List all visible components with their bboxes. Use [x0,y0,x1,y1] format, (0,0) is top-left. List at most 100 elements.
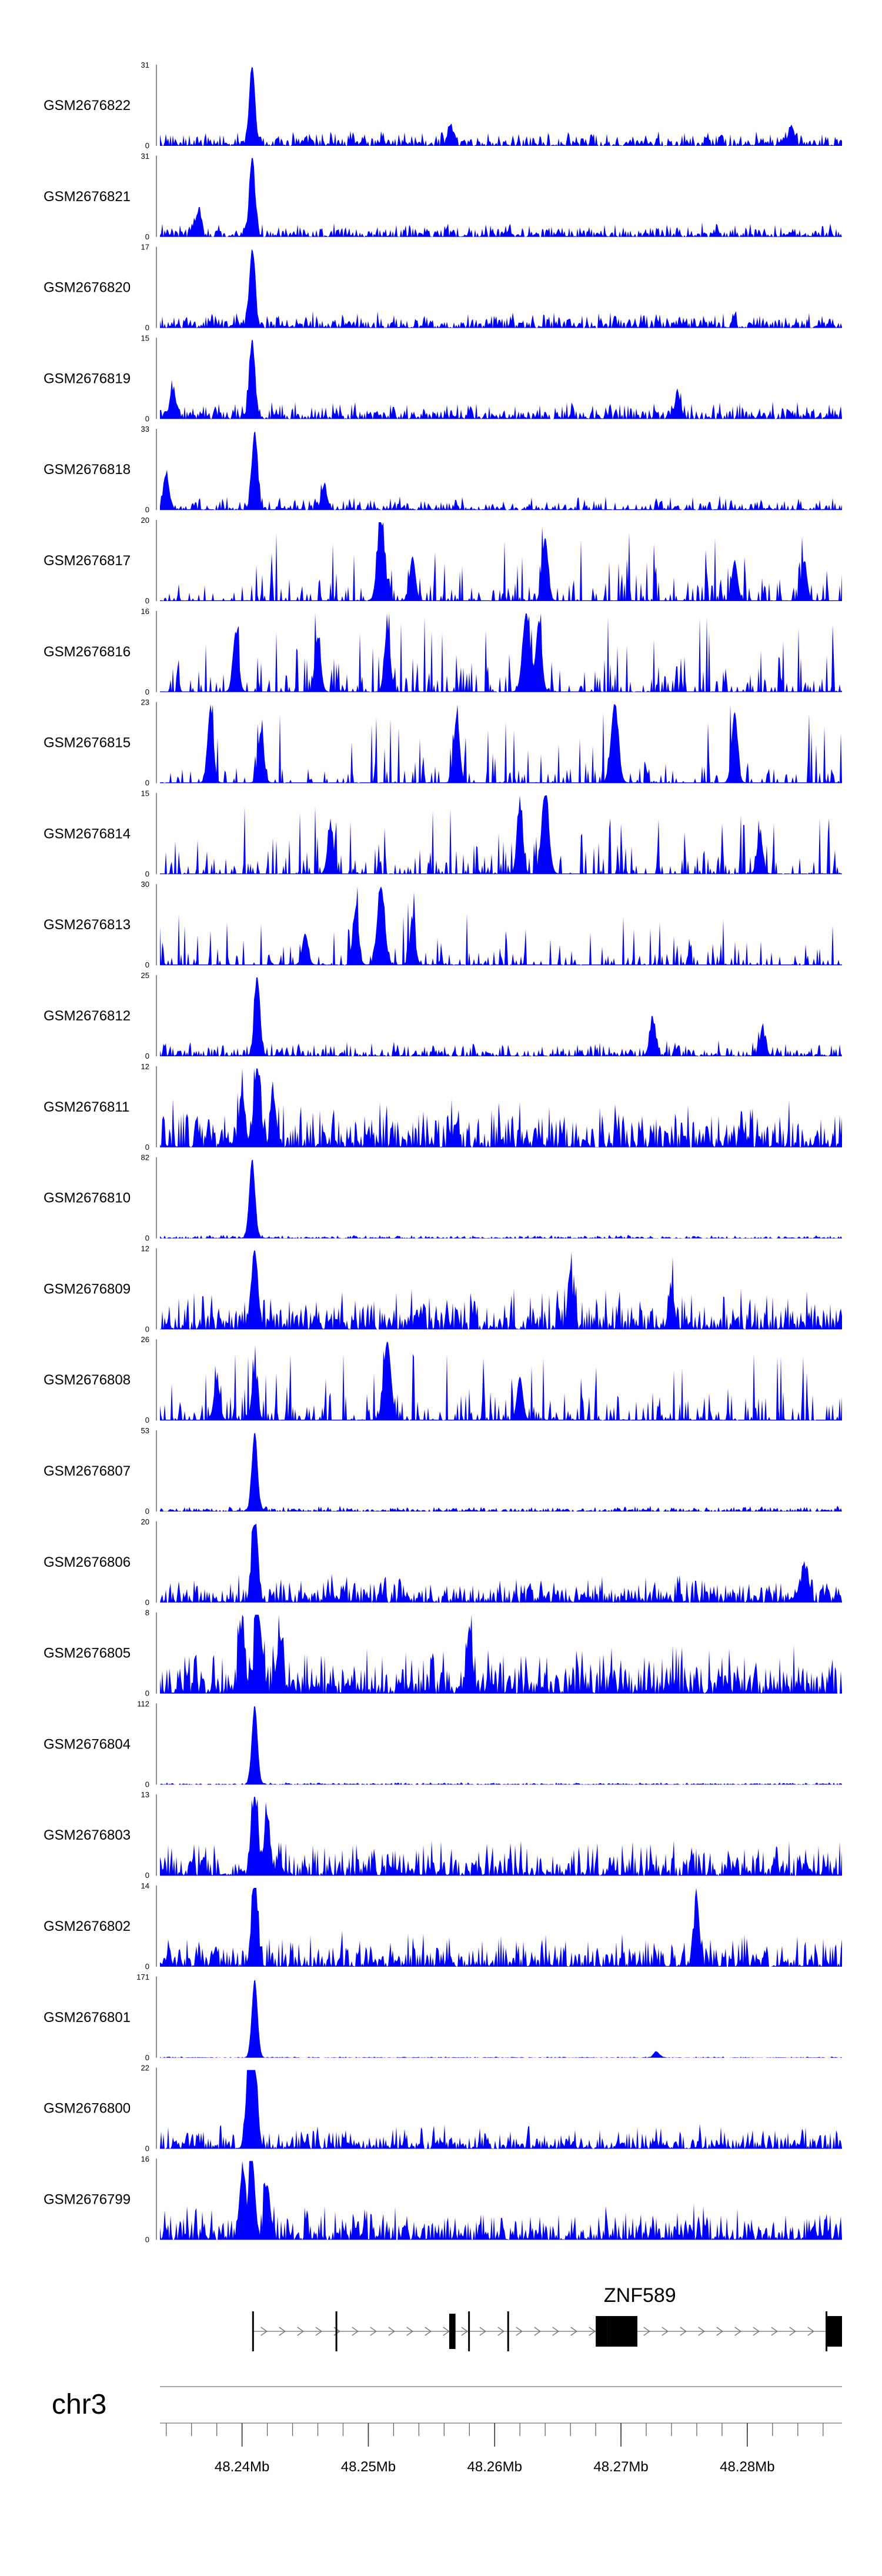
y-max-tick-label: 17 [141,243,149,252]
track-label: GSM2676809 [44,1281,131,1297]
y-max-tick-label: 112 [137,1699,149,1708]
track-label: GSM2676820 [44,280,131,296]
signal-area [160,522,842,601]
track-GSM2676802: GSM2676802 14 0 [44,1881,842,1971]
track-label: GSM2676799 [44,2191,131,2207]
y-min-tick-label: 0 [145,323,149,332]
gene-track: ZNF589 [252,2284,842,2351]
y-max-tick-label: 15 [141,789,149,798]
strand-arrow [698,2327,706,2336]
signal-area [160,1523,842,1603]
gene-exon [468,2311,470,2351]
strand-arrow [753,2327,760,2336]
track-GSM2676810: GSM2676810 82 0 [44,1153,842,1243]
track-label: GSM2676819 [44,371,131,386]
y-max-tick-label: 31 [141,152,149,161]
track-GSM2676821: GSM2676821 31 0 [44,152,842,241]
y-min-tick-label: 0 [145,505,149,514]
strand-arrow [734,2327,742,2336]
axis-tick-label: 48.24Mb [215,2459,269,2475]
gene-exon [596,2316,607,2347]
signal-area [160,1888,842,1967]
y-max-tick-label: 53 [141,1426,149,1435]
strand-arrow [589,2327,596,2336]
signal-tracks: GSM2676822310GSM2676821310GSM2676820170G… [44,61,842,2244]
track-label: GSM2676808 [44,1372,131,1388]
track-label: GSM2676821 [44,189,131,205]
track-GSM2676813: GSM2676813 30 0 [44,880,842,969]
strand-arrow [370,2327,377,2336]
signal-area [160,158,842,237]
track-GSM2676814: GSM2676814 15 0 [44,789,842,878]
track-label: GSM2676822 [44,98,131,114]
track-GSM2676818: GSM2676818 33 0 [44,425,842,514]
signal-area [160,431,842,510]
track-label: GSM2676806 [44,1554,131,1570]
y-min-tick-label: 0 [145,1598,149,1607]
y-max-tick-label: 14 [141,1881,149,1890]
track-GSM2676819: GSM2676819 15 0 [44,333,842,423]
signal-area [160,1706,842,1785]
genome-axis: chr3 48.24Mb 48.25Mb 48.26Mb 48.27Mb 48.28Mb [52,2386,842,2475]
track-GSM2676807: GSM2676807 53 0 [44,1426,842,1516]
axis-tick-label: 48.26Mb [467,2459,522,2475]
strand-arrow [570,2327,578,2336]
strand-arrow [352,2327,359,2336]
signal-area [160,1980,842,2058]
y-min-tick-label: 0 [145,141,149,150]
y-max-tick-label: 16 [141,2154,149,2163]
signal-area [160,340,842,419]
gene-exon [449,2314,456,2349]
chromosome-label: chr3 [52,2389,106,2420]
strand-arrow [807,2327,815,2336]
y-min-tick-label: 0 [145,2144,149,2153]
strand-arrow [716,2327,724,2336]
signal-area [160,1342,842,1421]
track-label: GSM2676814 [44,826,131,842]
track-GSM2676803: GSM2676803 13 0 [44,1790,842,1880]
y-max-tick-label: 33 [141,425,149,433]
track-label: GSM2676800 [44,2101,131,2117]
y-min-tick-label: 0 [145,596,149,605]
y-min-tick-label: 0 [145,1780,149,1788]
signal-area [160,1159,842,1239]
track-label: GSM2676817 [44,553,131,569]
track-GSM2676812: GSM2676812 25 0 [44,971,842,1060]
signal-area [160,67,842,146]
track-GSM2676822: GSM2676822 31 0 [44,61,842,150]
signal-area [160,795,842,875]
y-min-tick-label: 0 [145,1416,149,1424]
track-GSM2676817: GSM2676817 20 0 [44,516,842,605]
y-max-tick-label: 22 [141,2064,149,2073]
y-min-tick-label: 0 [145,1871,149,1880]
track-GSM2676815: GSM2676815 23 0 [44,698,842,788]
strand-arrow [443,2327,450,2336]
track-label: GSM2676803 [44,1827,131,1843]
y-min-tick-label: 0 [145,1324,149,1333]
signal-area [160,1250,842,1330]
track-label: GSM2676804 [44,1736,131,1752]
track-label: GSM2676801 [44,2010,131,2026]
gene-exon [607,2316,637,2347]
y-max-tick-label: 23 [141,698,149,707]
y-min-tick-label: 0 [145,232,149,241]
y-max-tick-label: 20 [141,516,149,525]
signal-area [160,2161,842,2240]
track-GSM2676820: GSM2676820 17 0 [44,243,842,332]
strand-arrow [479,2327,487,2336]
y-max-tick-label: 30 [141,880,149,889]
y-min-tick-label: 0 [145,960,149,969]
gene-exon [507,2311,509,2351]
signal-area [160,613,842,692]
strand-arrow [789,2327,797,2336]
y-max-tick-label: 20 [141,1517,149,1526]
y-min-tick-label: 0 [145,1962,149,1971]
y-max-tick-label: 26 [141,1335,149,1344]
strand-arrow [662,2327,669,2336]
gene-exon [335,2311,338,2351]
strand-arrow [516,2327,523,2336]
y-min-tick-label: 0 [145,1052,149,1060]
gene-exon [827,2316,842,2347]
track-GSM2676804: GSM2676804 112 0 [44,1699,842,1788]
